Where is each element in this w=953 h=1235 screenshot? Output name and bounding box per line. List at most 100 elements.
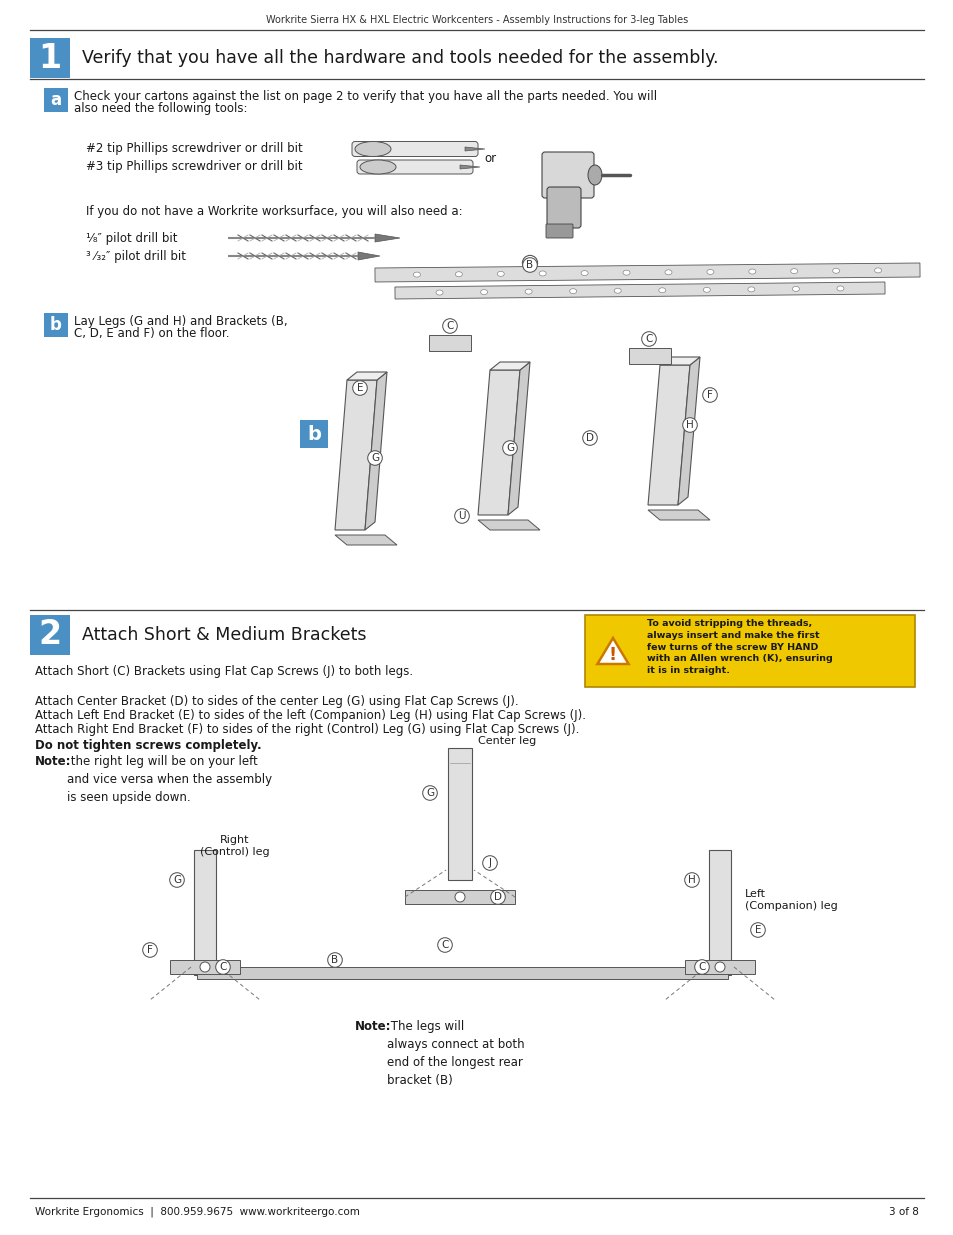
Text: C, D, E and F) on the floor.: C, D, E and F) on the floor. [74, 327, 230, 340]
Ellipse shape [359, 161, 395, 174]
Text: C: C [441, 940, 448, 950]
Text: #3 tip Phillips screwdriver or drill bit: #3 tip Phillips screwdriver or drill bit [86, 161, 302, 173]
Text: H: H [687, 876, 695, 885]
Ellipse shape [790, 269, 797, 274]
FancyBboxPatch shape [299, 420, 328, 448]
Polygon shape [647, 510, 709, 520]
Text: 1: 1 [38, 42, 62, 74]
Text: If you do not have a Workrite worksurface, you will also need a:: If you do not have a Workrite worksurfac… [86, 205, 462, 219]
Ellipse shape [748, 269, 755, 274]
Polygon shape [477, 520, 539, 530]
Text: a: a [51, 91, 62, 109]
FancyBboxPatch shape [44, 312, 68, 337]
Text: ³ ⁄₃₂″ pilot drill bit: ³ ⁄₃₂″ pilot drill bit [86, 249, 186, 263]
Text: the right leg will be on your left
and vice versa when the assembly
is seen upsi: the right leg will be on your left and v… [67, 755, 272, 804]
Text: ¹⁄₈″ pilot drill bit: ¹⁄₈″ pilot drill bit [86, 232, 177, 245]
Ellipse shape [874, 268, 881, 273]
FancyBboxPatch shape [541, 152, 594, 198]
Ellipse shape [497, 272, 504, 277]
Text: 3 of 8: 3 of 8 [888, 1207, 918, 1216]
Text: B: B [526, 261, 533, 270]
Text: E: E [754, 925, 760, 935]
Text: Workrite Sierra HX & HXL Electric Workcenters - Assembly Instructions for 3-leg : Workrite Sierra HX & HXL Electric Workce… [266, 15, 687, 25]
Ellipse shape [664, 269, 671, 275]
Text: 2: 2 [38, 619, 62, 652]
Ellipse shape [614, 288, 620, 293]
Ellipse shape [659, 288, 665, 293]
Polygon shape [490, 362, 530, 370]
Text: G: G [172, 876, 181, 885]
Text: B: B [331, 955, 338, 965]
Polygon shape [365, 372, 387, 530]
Text: Attach Left End Bracket (E) to sides of the left (Companion) Leg (H) using Flat : Attach Left End Bracket (E) to sides of … [35, 709, 585, 722]
Text: D: D [494, 892, 501, 902]
Ellipse shape [524, 289, 532, 294]
Text: G: G [505, 443, 514, 453]
Text: E: E [356, 383, 363, 393]
Ellipse shape [413, 272, 420, 277]
Ellipse shape [580, 270, 587, 275]
Text: The legs will
always connect at both
end of the longest rear
bracket (B): The legs will always connect at both end… [387, 1020, 524, 1087]
Text: Workrite Ergonomics  |  800.959.9675  www.workriteergo.com: Workrite Ergonomics | 800.959.9675 www.w… [35, 1207, 359, 1218]
FancyBboxPatch shape [545, 224, 573, 238]
Polygon shape [357, 252, 379, 261]
Ellipse shape [836, 287, 843, 291]
Polygon shape [464, 147, 484, 151]
Ellipse shape [832, 268, 839, 273]
Polygon shape [375, 233, 399, 242]
Text: C: C [698, 962, 705, 972]
Text: Lay Legs (G and H) and Brackets (B,: Lay Legs (G and H) and Brackets (B, [74, 315, 287, 329]
Text: Attach Center Bracket (D) to sides of the center Leg (G) using Flat Cap Screws (: Attach Center Bracket (D) to sides of th… [35, 695, 518, 708]
Text: G: G [425, 788, 434, 798]
Text: b: b [307, 425, 320, 443]
Text: Attach Short (C) Brackets using Flat Cap Screws (J) to both legs.: Attach Short (C) Brackets using Flat Cap… [35, 664, 413, 678]
Text: H: H [685, 420, 693, 430]
Polygon shape [507, 362, 530, 515]
Ellipse shape [436, 290, 442, 295]
Text: Note:: Note: [355, 1020, 391, 1032]
Text: or: or [483, 152, 496, 164]
Text: !: ! [608, 646, 617, 664]
FancyBboxPatch shape [30, 38, 70, 78]
Text: U: U [457, 511, 465, 521]
Text: To avoid stripping the threads,
always insert and make the first
few turns of th: To avoid stripping the threads, always i… [646, 619, 832, 676]
Polygon shape [196, 967, 727, 979]
FancyBboxPatch shape [448, 748, 472, 881]
Text: Center leg: Center leg [477, 736, 536, 746]
Circle shape [200, 962, 210, 972]
Polygon shape [375, 263, 919, 282]
Text: F: F [706, 390, 712, 400]
Text: Note:: Note: [35, 755, 71, 768]
Ellipse shape [587, 165, 601, 185]
Text: b: b [50, 316, 62, 333]
Text: Check your cartons against the list on page 2 to verify that you have all the pa: Check your cartons against the list on p… [74, 90, 657, 103]
FancyBboxPatch shape [193, 850, 215, 974]
Ellipse shape [480, 289, 487, 295]
Circle shape [714, 962, 724, 972]
FancyBboxPatch shape [429, 335, 471, 351]
Ellipse shape [538, 270, 546, 275]
Text: also need the following tools:: also need the following tools: [74, 103, 247, 115]
Text: D: D [585, 433, 594, 443]
Text: Verify that you have all the hardware and tools needed for the assembly.: Verify that you have all the hardware an… [82, 49, 718, 67]
Text: C: C [644, 333, 652, 345]
Polygon shape [678, 357, 700, 505]
FancyBboxPatch shape [628, 348, 670, 364]
Text: B: B [526, 258, 533, 268]
FancyBboxPatch shape [352, 142, 477, 157]
Text: Right
(Control) leg: Right (Control) leg [200, 835, 270, 857]
Text: C: C [446, 321, 454, 331]
Ellipse shape [747, 287, 754, 291]
FancyBboxPatch shape [546, 186, 580, 228]
Polygon shape [335, 535, 396, 545]
FancyBboxPatch shape [356, 161, 473, 174]
FancyBboxPatch shape [708, 850, 730, 974]
Text: G: G [371, 453, 378, 463]
Text: Do not tighten screws completely.: Do not tighten screws completely. [35, 739, 261, 752]
Circle shape [455, 892, 464, 902]
Ellipse shape [622, 270, 629, 275]
Polygon shape [395, 282, 884, 299]
Polygon shape [659, 357, 700, 366]
Polygon shape [597, 638, 628, 664]
FancyBboxPatch shape [405, 890, 515, 904]
